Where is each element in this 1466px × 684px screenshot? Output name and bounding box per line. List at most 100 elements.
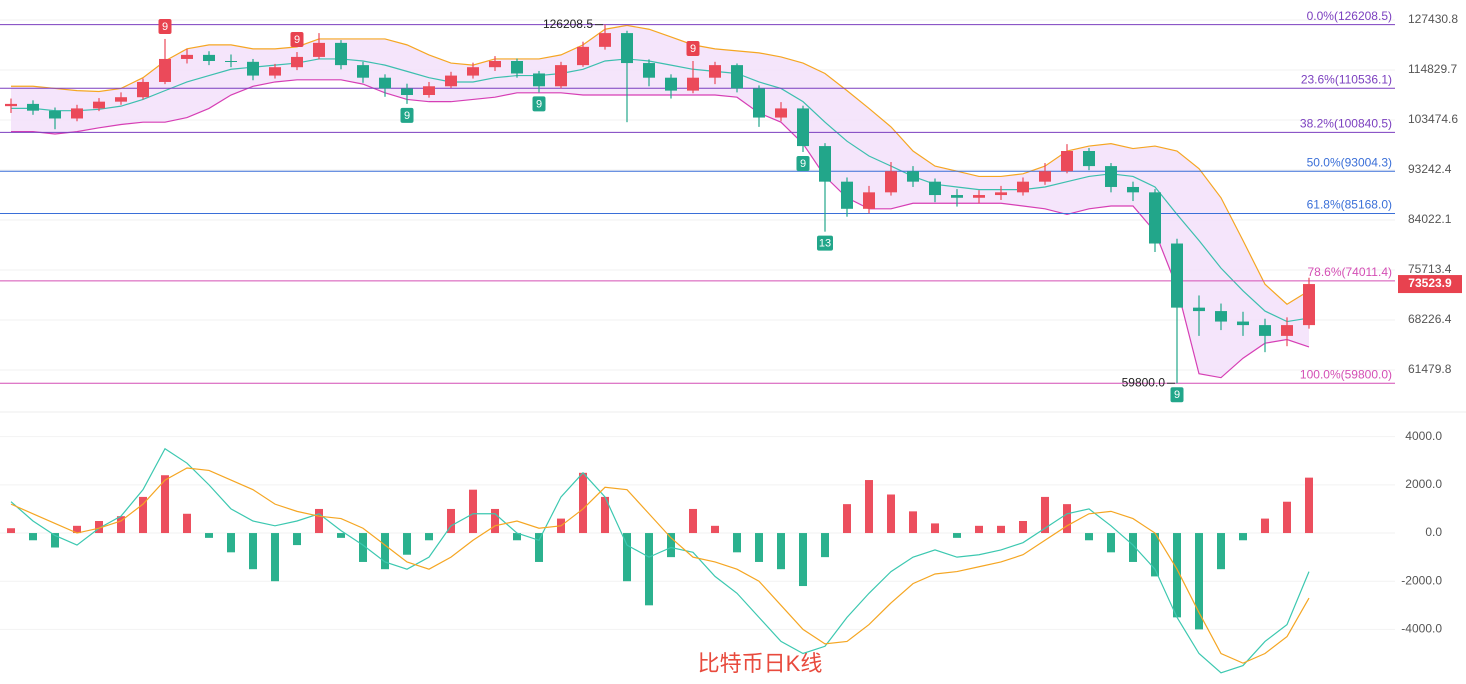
y-tick-label: 75713.4 <box>1408 262 1452 276</box>
candle-body <box>511 61 523 74</box>
candle-body <box>1237 321 1249 326</box>
macd-bar <box>95 521 103 534</box>
macd-bar <box>1107 533 1115 553</box>
candle-body <box>577 46 589 66</box>
td-marker-label: 9 <box>800 158 806 170</box>
dea-line <box>10 467 1310 664</box>
macd-bar <box>359 533 367 562</box>
macd-bar <box>1173 533 1181 618</box>
fib-label: 78.6%(74011.4) <box>1307 265 1392 279</box>
candle-body <box>687 77 699 91</box>
candle-body <box>379 77 391 89</box>
candle-body <box>1083 151 1095 167</box>
candle-body <box>93 101 105 109</box>
low-label: 59800.0 <box>1122 375 1166 389</box>
candle-body <box>1061 151 1073 172</box>
candle-body <box>49 110 61 119</box>
macd-bar <box>425 533 433 541</box>
candle-body <box>401 88 413 96</box>
y-tick-label: 127430.8 <box>1408 12 1458 26</box>
td-marker-label: 9 <box>162 21 168 33</box>
td-marker <box>532 96 546 112</box>
macd-bar <box>469 489 477 534</box>
candle-body <box>71 108 83 119</box>
candle-body <box>291 56 303 68</box>
candle-body <box>775 108 787 118</box>
fib-label: 0.0%(126208.5) <box>1307 9 1392 23</box>
y-tick-label: 2000.0 <box>1405 477 1442 491</box>
macd-bar <box>51 533 59 548</box>
macd-bar <box>447 508 455 534</box>
macd-bar <box>1261 518 1269 534</box>
macd-bar <box>865 480 873 534</box>
macd-bar <box>689 508 697 534</box>
fib-label: 61.8%(85168.0) <box>1307 198 1392 212</box>
macd-bar <box>117 516 125 534</box>
macd-bar <box>227 533 235 553</box>
td-marker-label: 9 <box>690 43 696 55</box>
macd-bar <box>711 525 719 534</box>
macd-bar <box>73 525 81 534</box>
candle-body <box>621 33 633 64</box>
macd-bar <box>909 511 917 534</box>
candle-body <box>819 146 831 182</box>
fib-label: 23.6%(110536.1) <box>1301 72 1392 86</box>
candle-body <box>709 65 721 78</box>
macd-bar <box>623 533 631 582</box>
dif-line <box>10 447 1310 674</box>
candle-body <box>467 67 479 76</box>
td-marker-label: 9 <box>1174 389 1180 401</box>
macd-bar <box>975 525 983 534</box>
candle-body <box>1171 243 1183 308</box>
y-tick-label: 68226.4 <box>1408 312 1452 326</box>
macd-bar <box>315 508 323 534</box>
candle-body <box>423 86 435 96</box>
candle-body <box>269 67 281 76</box>
td-marker <box>686 41 700 57</box>
candle-body <box>995 192 1007 196</box>
macd-bar <box>535 533 543 562</box>
candle-body <box>1303 284 1315 326</box>
macd-bar <box>491 508 499 534</box>
candle-body <box>863 192 875 209</box>
y-tick-label: 4000.0 <box>1405 429 1442 443</box>
macd-bar <box>799 533 807 587</box>
candle-body <box>929 181 941 196</box>
macd-bar <box>843 504 851 534</box>
candle-body <box>313 42 325 57</box>
band-middle <box>11 58 1310 323</box>
macd-bar <box>1239 533 1247 541</box>
candle-body <box>181 54 193 59</box>
candle-body <box>137 81 149 98</box>
macd-bar <box>1041 496 1049 534</box>
y-tick-label: 84022.1 <box>1408 212 1452 226</box>
macd-bar <box>1195 533 1203 630</box>
y-tick-label: -2000.0 <box>1401 573 1442 587</box>
fib-label: 100.0%(59800.0) <box>1300 367 1392 381</box>
macd-bar <box>667 533 675 558</box>
macd-bar <box>1063 504 1071 534</box>
candle-body <box>1193 307 1205 312</box>
y-tick-label: 61479.8 <box>1408 362 1452 376</box>
candle-body <box>951 195 963 198</box>
candle-body <box>665 77 677 91</box>
td-marker <box>400 107 414 123</box>
candle-body <box>445 75 457 87</box>
candle-body <box>1127 186 1139 193</box>
macd-bar <box>645 533 653 606</box>
candle-body <box>357 65 369 78</box>
macd-bar <box>755 533 763 562</box>
td-marker <box>796 155 810 171</box>
macd-bar <box>601 496 609 534</box>
macd-bar <box>1085 533 1093 541</box>
candle-body <box>1215 311 1227 322</box>
band-fill <box>11 25 1309 378</box>
td-marker <box>817 235 833 251</box>
td-marker <box>290 32 304 48</box>
high-label: 126208.5 <box>543 17 593 31</box>
macd-bar <box>161 475 169 534</box>
candle-body <box>885 171 897 193</box>
macd-bar <box>1217 533 1225 570</box>
fib-label: 38.2%(100840.5) <box>1300 117 1392 131</box>
